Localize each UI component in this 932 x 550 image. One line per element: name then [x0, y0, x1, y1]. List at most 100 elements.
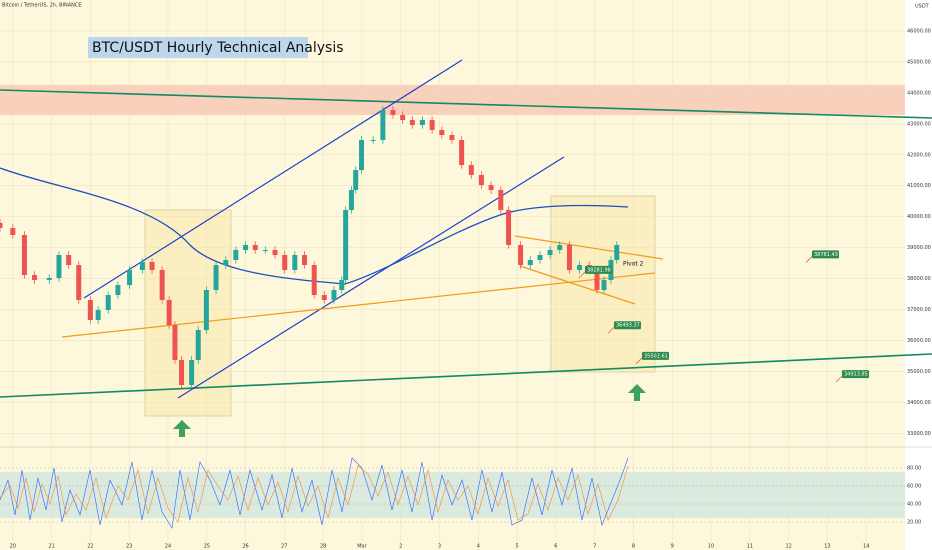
candle-body [233, 250, 239, 261]
osc-tick-label: 60.00 [907, 484, 921, 490]
price-pointer [607, 326, 615, 334]
annotation: Pivot 2 [623, 261, 644, 268]
candle-body [56, 255, 62, 279]
price-pointer [578, 271, 586, 279]
y-tick-label: 36000.00 [907, 338, 931, 344]
title-bg [88, 37, 308, 58]
candle-body [566, 245, 572, 271]
candle-body [400, 115, 406, 121]
candle-body [537, 255, 543, 261]
candle-body [262, 250, 268, 252]
candle-body [243, 245, 249, 251]
price-label: 34913.85 [844, 372, 868, 378]
axis-bg [905, 0, 932, 550]
candle-body [172, 325, 178, 360]
candle-body [429, 120, 435, 131]
candle-body [419, 120, 425, 126]
candle-body [115, 285, 121, 296]
candle-body [478, 175, 484, 186]
x-tick-label: Mar [357, 544, 367, 550]
candle-body [439, 130, 445, 136]
price-pointer [835, 375, 843, 383]
x-tick-label: 6 [554, 544, 557, 550]
x-tick-label: 23 [126, 544, 132, 550]
x-tick-label: 25 [204, 544, 210, 550]
x-tick-label: 9 [671, 544, 674, 550]
y-tick-label: 42000.00 [907, 152, 931, 158]
price-label-bg [642, 351, 669, 360]
candle-body [166, 299, 172, 326]
arrow-up [173, 420, 191, 437]
x-tick-label: 22 [87, 544, 93, 550]
candle-body [518, 245, 524, 266]
candle-body [353, 170, 359, 191]
candle-body [195, 329, 201, 360]
chart-title: BTC/USDT Hourly Technical Analysis [92, 40, 344, 56]
price-label: 36493.37 [616, 323, 640, 329]
y-tick-label: 43000.00 [907, 121, 931, 127]
candle-body [179, 359, 185, 386]
candle-body [46, 278, 52, 281]
channel-line [83, 59, 463, 299]
candle-body [339, 280, 345, 291]
candle-body [203, 290, 209, 330]
x-tick-label: 7 [593, 544, 596, 550]
candle-body [302, 255, 308, 266]
x-tick-label: 11 [747, 544, 753, 550]
candle-body [594, 270, 600, 291]
candle-body [409, 120, 415, 126]
candle-body [95, 309, 101, 320]
price-label-bg [614, 321, 641, 330]
candle-body [139, 262, 145, 271]
support-line [61, 272, 656, 338]
stoch-d [0, 465, 629, 523]
candle-body [21, 235, 27, 276]
candle-body [213, 265, 219, 291]
candle-body [10, 228, 16, 236]
candle-body [66, 255, 72, 266]
y-tick-label: 44000.00 [907, 90, 931, 96]
x-tick-label: 2 [399, 544, 402, 550]
candle-body [0, 222, 3, 229]
trend-line [0, 89, 932, 119]
y-tick-label: 38000.00 [907, 276, 931, 282]
candle-body [149, 262, 155, 271]
candle-body [32, 275, 38, 281]
candle-body [348, 190, 354, 211]
y-tick-label: 34000.00 [907, 400, 931, 406]
candle-body [159, 270, 165, 300]
candle-body [189, 359, 195, 386]
candle-body [223, 260, 229, 266]
candle-body [468, 165, 474, 176]
candle-body [282, 255, 288, 271]
x-tick-label: 14 [863, 544, 869, 550]
candle-body [343, 210, 349, 281]
x-tick-label: 20 [10, 544, 16, 550]
candle-body [311, 265, 317, 296]
candle-body [488, 185, 494, 191]
stoch-k [0, 457, 629, 529]
x-tick-label: 8 [632, 544, 635, 550]
y-tick-label: 45000.00 [907, 59, 931, 65]
x-tick-label: 5 [515, 544, 518, 550]
x-tick-label: 13 [824, 544, 830, 550]
price-label: 35502.61 [644, 353, 668, 359]
candle-body [459, 140, 465, 166]
x-tick-label: 21 [48, 544, 54, 550]
x-tick-label: 26 [242, 544, 248, 550]
price-label: 38781.43 [814, 252, 838, 258]
candle-body [390, 110, 396, 116]
price-pointer [805, 256, 813, 263]
y-tick-label: 46000.00 [907, 28, 931, 34]
price-label-bg [842, 370, 869, 379]
symbol-info: Bitcoin / TetherUS, 2h, BINANCE [2, 3, 82, 9]
candle-body [252, 245, 258, 251]
candle-body [614, 245, 620, 261]
x-tick-label: 4 [477, 544, 480, 550]
resistance-zone [0, 85, 905, 115]
trend-line [0, 353, 932, 398]
y-tick-label: 39000.00 [907, 245, 931, 251]
x-tick-label: 27 [281, 544, 287, 550]
y-tick-label: 40000.00 [907, 214, 931, 220]
price-label: 38281.98 [587, 267, 611, 273]
